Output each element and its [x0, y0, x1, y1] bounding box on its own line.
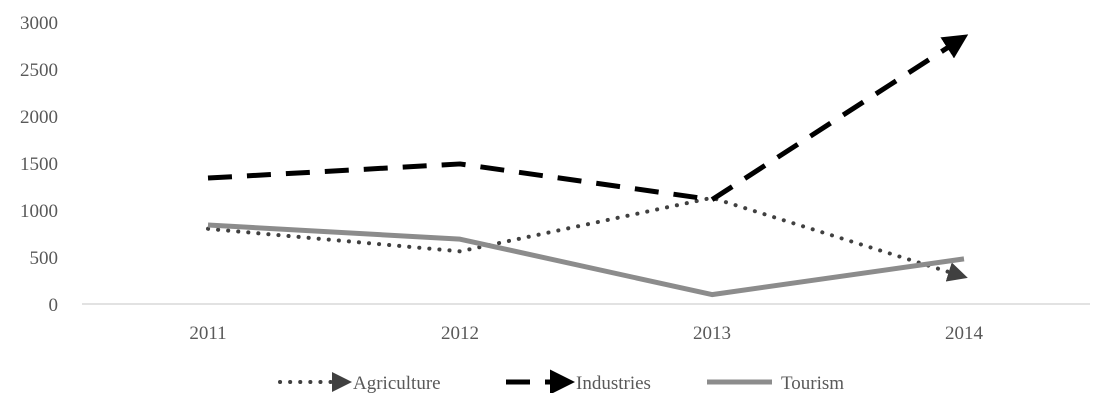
x-tick-label: 2012 [441, 323, 479, 344]
series-line-industries [207, 34, 969, 203]
y-tick-label: 1500 [20, 154, 58, 175]
y-axis-ticks: 0 500 1000 1500 2000 2500 3000 [20, 13, 58, 316]
y-tick-label: 0 [49, 295, 59, 316]
y-tick-label: 1000 [20, 201, 58, 222]
legend-label: Industries [576, 373, 651, 393]
series-line-tourism [207, 222, 965, 298]
series-line-agriculture [206, 195, 968, 282]
legend-item-tourism: Tourism [707, 373, 844, 393]
y-tick-label: 500 [30, 248, 59, 269]
x-tick-label: 2014 [945, 323, 984, 344]
x-axis-ticks: 2011 2012 2013 2014 [189, 323, 983, 344]
legend-item-industries: Industries [506, 369, 651, 393]
x-tick-label: 2011 [189, 323, 226, 344]
legend-item-agriculture: Agriculture [278, 372, 441, 393]
y-tick-label: 2000 [20, 107, 58, 128]
x-tick-label: 2013 [693, 323, 731, 344]
legend-label: Agriculture [353, 373, 441, 393]
legend-label: Tourism [781, 373, 844, 393]
legend: Agriculture Industries Tourism [278, 369, 844, 393]
y-tick-label: 2500 [20, 60, 58, 81]
series-layer [206, 34, 969, 298]
y-tick-label: 3000 [20, 13, 58, 34]
